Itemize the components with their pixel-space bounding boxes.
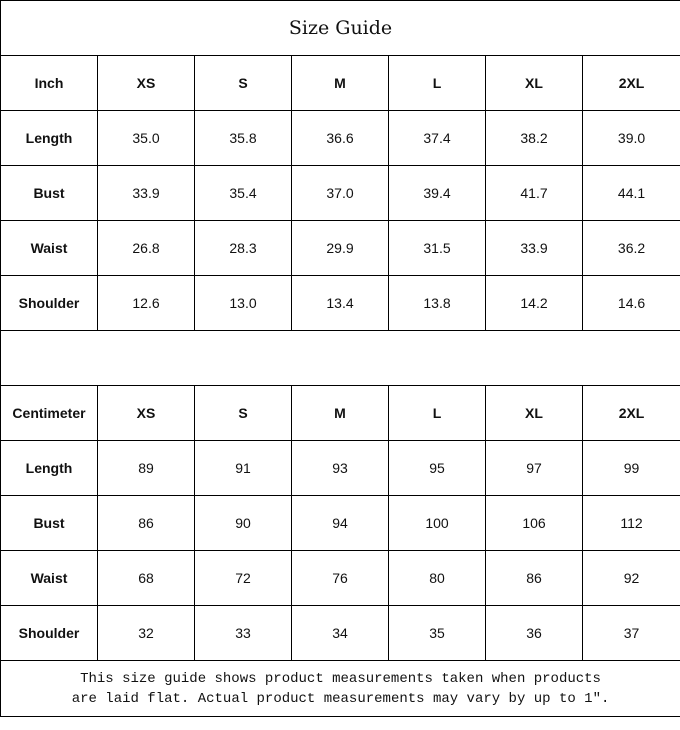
footer-row: This size guide shows product measuremen… <box>0 660 680 717</box>
cm-measurement-value: 106 <box>485 495 583 551</box>
inch-header-row: Inch XS S M L XL 2XL <box>0 55 680 111</box>
cm-measurement-value: 100 <box>388 495 486 551</box>
inch-size-header: XL <box>485 55 583 111</box>
cm-measurement-value: 97 <box>485 440 583 496</box>
inch-measurement-value: 41.7 <box>485 165 583 221</box>
cm-measurement-label: Waist <box>0 550 98 606</box>
inch-size-header: S <box>194 55 292 111</box>
cm-measurement-value: 32 <box>97 605 195 661</box>
cm-measurement-value: 95 <box>388 440 486 496</box>
title-row: Size Guide <box>0 0 680 56</box>
cm-header-row: Centimeter XS S M L XL 2XL <box>0 385 680 441</box>
inch-measurement-value: 38.2 <box>485 110 583 166</box>
cm-measurement-value: 33 <box>194 605 292 661</box>
cm-size-header: XS <box>97 385 195 441</box>
inch-measurement-value: 33.9 <box>485 220 583 276</box>
cm-size-header: L <box>388 385 486 441</box>
inch-size-header: 2XL <box>581 55 680 111</box>
inch-measurement-value: 37.0 <box>291 165 389 221</box>
cm-measurement-label: Length <box>0 440 98 496</box>
inch-unit-label: Inch <box>0 55 98 111</box>
inch-size-header: M <box>291 55 389 111</box>
inch-measurement-value: 14.6 <box>581 275 680 331</box>
footer-note: This size guide shows product measuremen… <box>0 660 680 717</box>
inch-measurement-value: 28.3 <box>194 220 292 276</box>
table-row: Shoulder 32 33 34 35 36 37 <box>0 605 680 661</box>
footer-line-1: This size guide shows product measuremen… <box>80 670 601 687</box>
table-row: Waist 26.8 28.3 29.9 31.5 33.9 36.2 <box>0 220 680 276</box>
cm-measurement-value: 99 <box>581 440 680 496</box>
cm-measurement-value: 37 <box>581 605 680 661</box>
spacer-cell <box>0 330 680 386</box>
cm-measurement-value: 89 <box>97 440 195 496</box>
table-row: Bust 33.9 35.4 37.0 39.4 41.7 44.1 <box>0 165 680 221</box>
inch-measurement-label: Bust <box>0 165 98 221</box>
table-row: Length 89 91 93 95 97 99 <box>0 440 680 496</box>
inch-measurement-label: Shoulder <box>0 275 98 331</box>
cm-measurement-value: 90 <box>194 495 292 551</box>
cm-measurement-label: Shoulder <box>0 605 98 661</box>
inch-measurement-value: 31.5 <box>388 220 486 276</box>
table-row: Waist 68 72 76 80 86 92 <box>0 550 680 606</box>
cm-size-header: S <box>194 385 292 441</box>
inch-measurement-value: 35.0 <box>97 110 195 166</box>
inch-measurement-value: 36.6 <box>291 110 389 166</box>
table-row: Bust 86 90 94 100 106 112 <box>0 495 680 551</box>
cm-unit-label: Centimeter <box>0 385 98 441</box>
cm-size-header: XL <box>485 385 583 441</box>
cm-measurement-value: 34 <box>291 605 389 661</box>
page-title: Size Guide <box>0 0 680 56</box>
inch-measurement-value: 39.4 <box>388 165 486 221</box>
inch-measurement-value: 35.8 <box>194 110 292 166</box>
inch-measurement-value: 13.8 <box>388 275 486 331</box>
cm-measurement-value: 86 <box>97 495 195 551</box>
inch-measurement-value: 12.6 <box>97 275 195 331</box>
inch-measurement-value: 26.8 <box>97 220 195 276</box>
inch-size-header: XS <box>97 55 195 111</box>
inch-measurement-value: 14.2 <box>485 275 583 331</box>
inch-measurement-value: 29.9 <box>291 220 389 276</box>
cm-measurement-value: 112 <box>581 495 680 551</box>
footer-line-2: are laid flat. Actual product measuremen… <box>71 690 610 707</box>
inch-measurement-value: 37.4 <box>388 110 486 166</box>
inch-measurement-label: Length <box>0 110 98 166</box>
inch-measurement-value: 33.9 <box>97 165 195 221</box>
inch-measurement-label: Waist <box>0 220 98 276</box>
cm-measurement-value: 36 <box>485 605 583 661</box>
cm-measurement-value: 35 <box>388 605 486 661</box>
cm-measurement-value: 76 <box>291 550 389 606</box>
inch-measurement-value: 13.0 <box>194 275 292 331</box>
cm-measurement-value: 80 <box>388 550 486 606</box>
cm-measurement-value: 68 <box>97 550 195 606</box>
inch-size-header: L <box>388 55 486 111</box>
table-row: Shoulder 12.6 13.0 13.4 13.8 14.2 14.6 <box>0 275 680 331</box>
inch-measurement-value: 44.1 <box>581 165 680 221</box>
cm-measurement-label: Bust <box>0 495 98 551</box>
cm-size-header: 2XL <box>581 385 680 441</box>
cm-measurement-value: 91 <box>194 440 292 496</box>
cm-measurement-value: 94 <box>291 495 389 551</box>
cm-size-header: M <box>291 385 389 441</box>
cm-measurement-value: 92 <box>581 550 680 606</box>
cm-measurement-value: 86 <box>485 550 583 606</box>
inch-measurement-value: 39.0 <box>581 110 680 166</box>
inch-measurement-value: 35.4 <box>194 165 292 221</box>
cm-measurement-value: 72 <box>194 550 292 606</box>
spacer-row <box>0 330 680 386</box>
table-row: Length 35.0 35.8 36.6 37.4 38.2 39.0 <box>0 110 680 166</box>
cm-measurement-value: 93 <box>291 440 389 496</box>
inch-measurement-value: 13.4 <box>291 275 389 331</box>
inch-measurement-value: 36.2 <box>581 220 680 276</box>
